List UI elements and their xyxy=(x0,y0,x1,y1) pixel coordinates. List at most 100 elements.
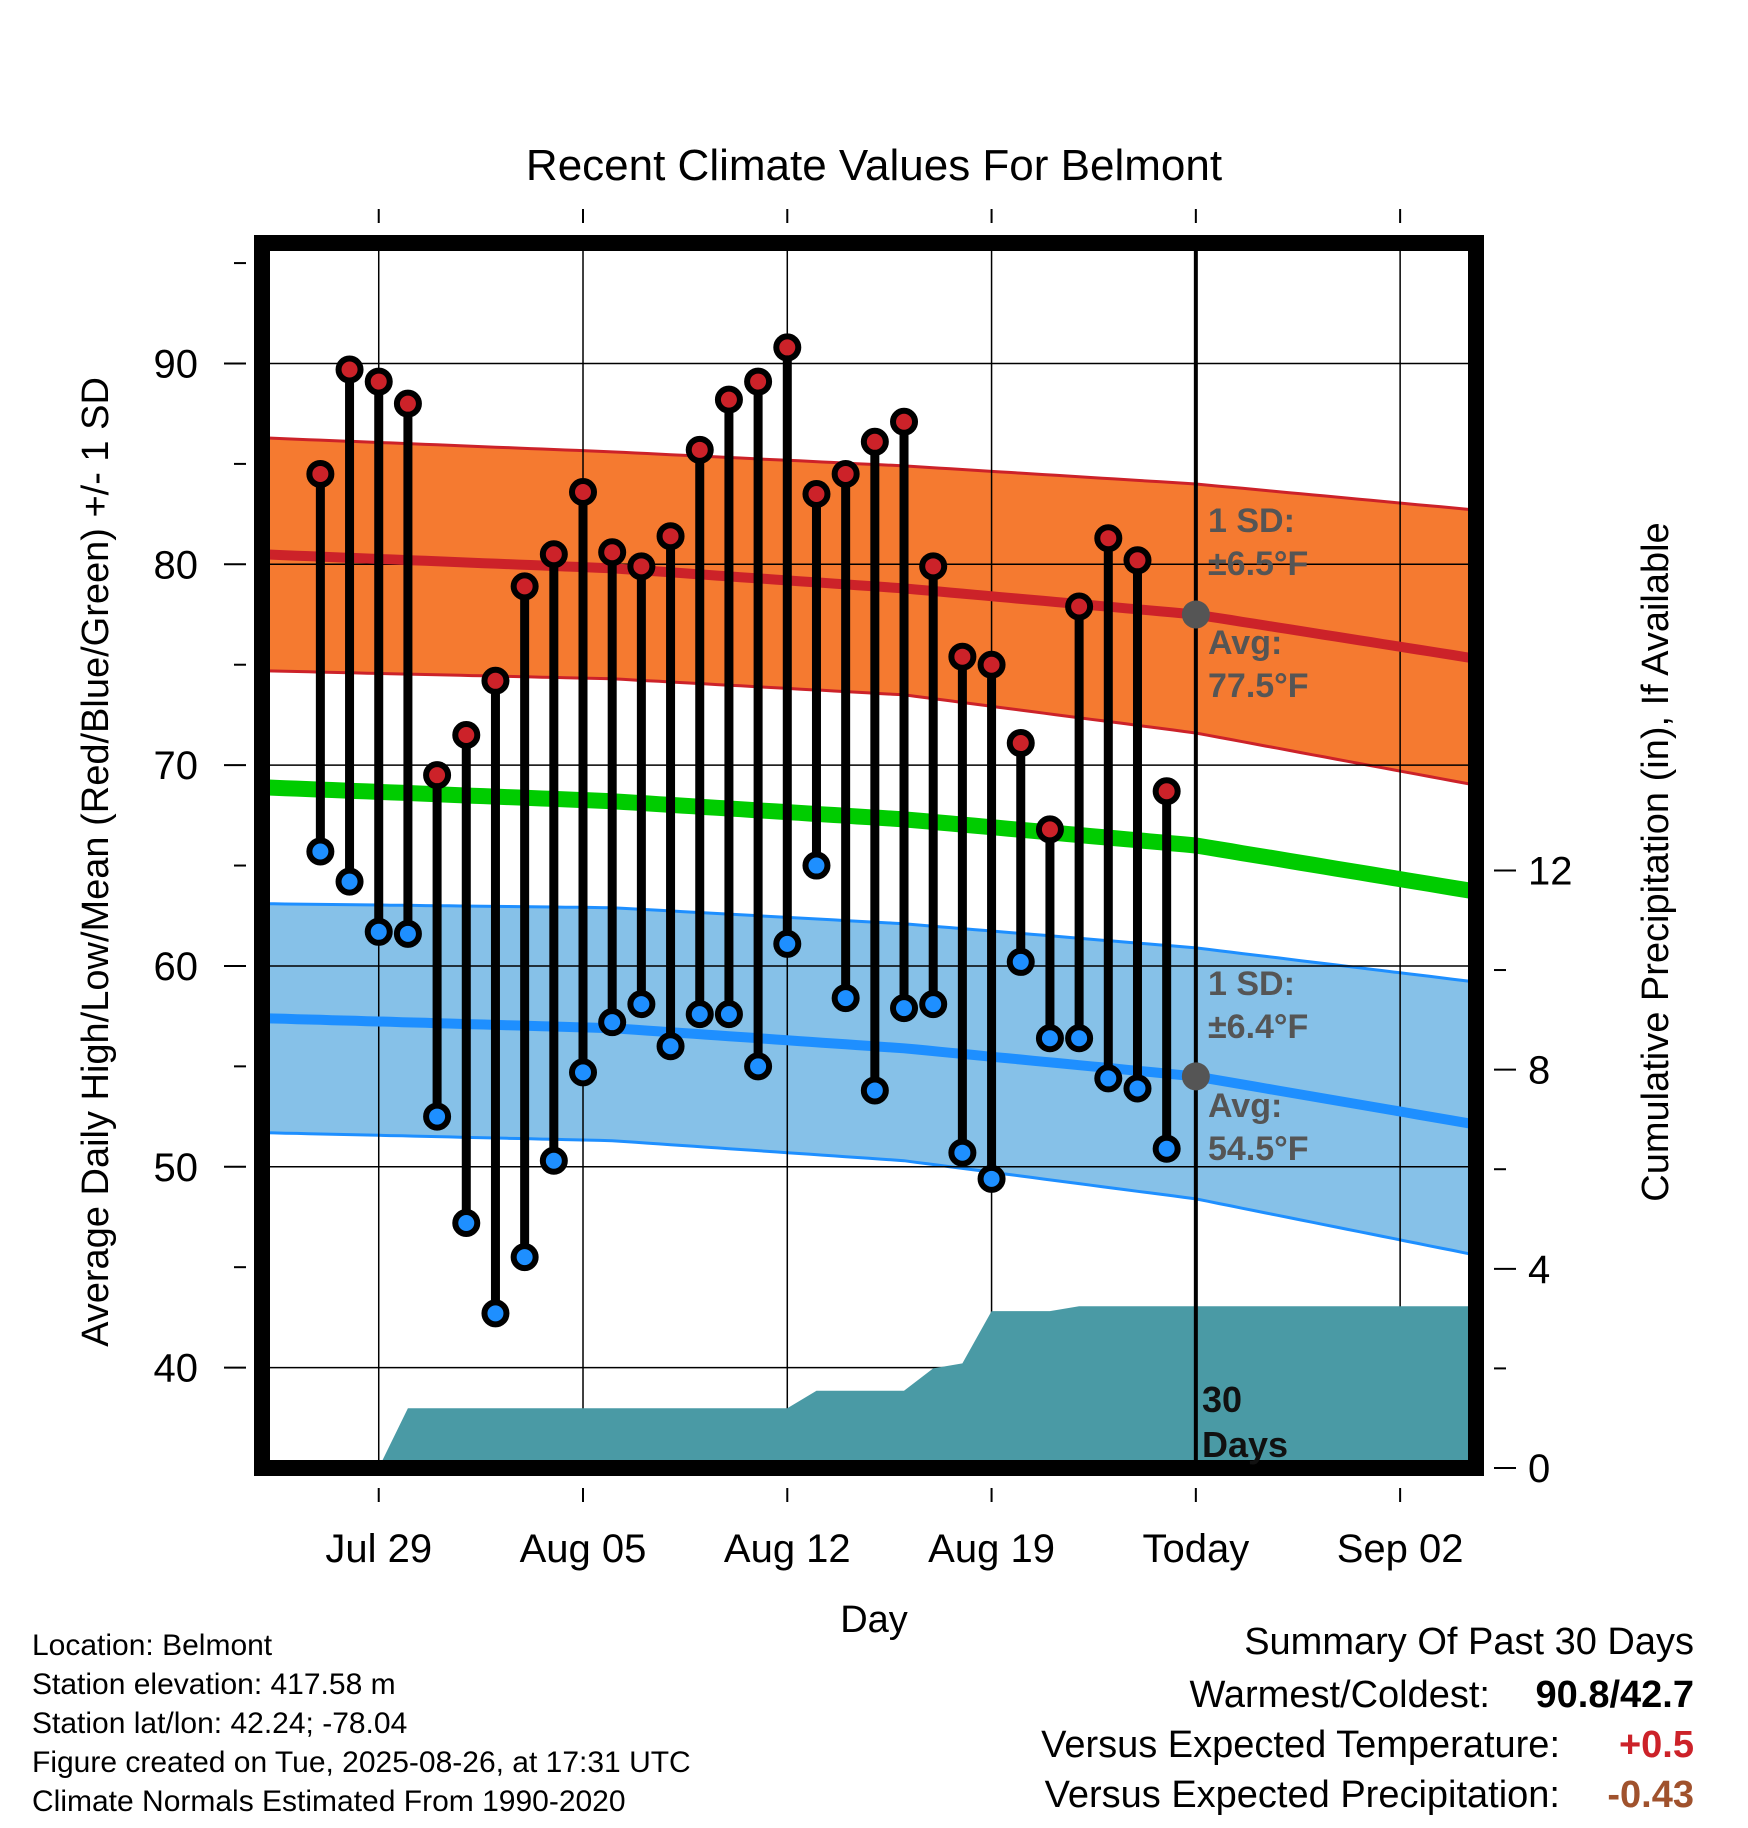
low-avg-label: Avg: xyxy=(1208,1087,1282,1125)
low-point xyxy=(890,994,919,1023)
summary-precip-value: -0.43 xyxy=(1607,1774,1694,1816)
low-point xyxy=(948,1138,977,1167)
x-tick-label: Jul 29 xyxy=(325,1527,432,1571)
low-point xyxy=(773,929,802,958)
high-point xyxy=(335,355,364,384)
y-tick-labels: 40 50 60 70 80 90 xyxy=(154,342,199,1390)
high-avg-label: Avg: xyxy=(1208,624,1282,662)
high-point xyxy=(714,385,743,414)
low-point xyxy=(685,1000,714,1029)
footer-normals: Climate Normals Estimated From 1990-2020 xyxy=(32,1785,626,1818)
low-point xyxy=(977,1164,1006,1193)
summary-temp-value: +0.5 xyxy=(1619,1724,1694,1766)
summary-warm-cold-value: 90.8/42.7 xyxy=(1536,1674,1694,1716)
y-tick-label: 70 xyxy=(154,744,199,788)
high-point xyxy=(452,721,481,750)
high-point xyxy=(1152,777,1181,806)
low-point xyxy=(1065,1024,1094,1053)
high-point xyxy=(656,522,685,551)
low-point xyxy=(744,1052,773,1081)
precip-area xyxy=(378,1306,1477,1468)
today-low-avg-marker xyxy=(1181,1062,1210,1091)
low-point xyxy=(656,1032,685,1061)
y2-tick-label: 8 xyxy=(1528,1049,1550,1093)
high-point xyxy=(977,650,1006,679)
low-point xyxy=(481,1299,510,1328)
normal-high-line xyxy=(261,549,1477,664)
low-sd-value: ±6.4°F xyxy=(1208,1008,1308,1046)
y-axis-title: Average Daily High/Low/Mean (Red/Blue/Gr… xyxy=(75,377,117,1347)
high-point xyxy=(773,333,802,362)
low-point xyxy=(539,1146,568,1175)
low-point xyxy=(831,984,860,1013)
days-count: 30 xyxy=(1202,1379,1242,1420)
high-point xyxy=(423,761,452,790)
high-point xyxy=(393,389,422,418)
low-point xyxy=(393,919,422,948)
x-tick-label: Aug 12 xyxy=(724,1527,851,1571)
low-point xyxy=(452,1209,481,1237)
low-point xyxy=(598,1008,627,1037)
summary-heading: Summary Of Past 30 Days xyxy=(1244,1621,1694,1663)
high-point xyxy=(539,540,568,569)
axis-ticks xyxy=(224,209,1516,1502)
low-point xyxy=(423,1102,452,1131)
plot-frame xyxy=(254,235,1484,1476)
normal-mean-line xyxy=(261,779,1478,900)
high-point xyxy=(1035,815,1064,844)
x-tick-labels: Jul 29 Aug 05 Aug 12 Aug 19 Today Sep 02 xyxy=(325,1527,1463,1571)
x-tick-label: Sep 02 xyxy=(1337,1527,1464,1571)
high-sd-band xyxy=(262,437,1476,786)
high-point xyxy=(306,459,335,488)
low-point xyxy=(1094,1064,1123,1093)
high-point xyxy=(598,538,627,567)
summary-warm-cold-label: Warmest/Coldest: xyxy=(1189,1674,1490,1716)
low-point xyxy=(335,867,364,896)
days-word: Days xyxy=(1202,1424,1288,1465)
high-point xyxy=(948,642,977,671)
precipitation-area xyxy=(378,1306,1477,1468)
y-tick-label: 50 xyxy=(154,1146,199,1190)
high-point xyxy=(919,552,948,581)
high-point xyxy=(1094,524,1123,553)
x-axis-title: Day xyxy=(840,1599,908,1641)
low-point xyxy=(1006,947,1035,976)
y-tick-label: 90 xyxy=(154,342,199,386)
y2-tick-labels: 0 4 8 12 xyxy=(1528,849,1573,1491)
y-tick-label: 80 xyxy=(154,543,199,587)
high-point xyxy=(510,572,539,601)
daily-observations xyxy=(306,333,1181,1328)
high-point xyxy=(1006,729,1035,758)
low-point xyxy=(1152,1134,1181,1163)
high-point xyxy=(1123,546,1152,575)
high-band-upper-edge xyxy=(261,436,1477,512)
summary-temp-label: Versus Expected Temperature: xyxy=(1041,1724,1560,1766)
chart-title: Recent Climate Values For Belmont xyxy=(526,141,1222,190)
low-point xyxy=(306,837,335,866)
low-point xyxy=(714,1000,743,1029)
y-tick-label: 40 xyxy=(154,1347,199,1391)
high-point xyxy=(860,427,889,456)
high-band-lower-edge xyxy=(261,669,1477,787)
high-point xyxy=(1065,592,1094,621)
low-point xyxy=(860,1076,889,1105)
high-point xyxy=(802,480,831,509)
footer-created: Figure created on Tue, 2025-08-26, at 17… xyxy=(32,1746,691,1779)
low-point xyxy=(1035,1024,1064,1053)
low-point xyxy=(1123,1074,1152,1103)
high-point xyxy=(627,552,656,581)
low-sd-label: 1 SD: xyxy=(1208,965,1295,1003)
low-point xyxy=(364,917,393,946)
high-point xyxy=(744,367,773,396)
y2-axis-title: Cumulative Precipitation (in), If Availa… xyxy=(1635,522,1677,1201)
x-tick-label: Aug 05 xyxy=(520,1527,647,1571)
low-point xyxy=(569,1058,598,1087)
y-tick-label: 60 xyxy=(154,945,199,989)
today-average-markers xyxy=(1181,600,1210,1091)
high-point xyxy=(890,407,919,436)
low-point xyxy=(802,851,831,880)
y2-tick-label: 0 xyxy=(1528,1447,1550,1491)
low-avg-value: 54.5°F xyxy=(1208,1130,1309,1168)
x-tick-label: Today xyxy=(1142,1527,1249,1571)
